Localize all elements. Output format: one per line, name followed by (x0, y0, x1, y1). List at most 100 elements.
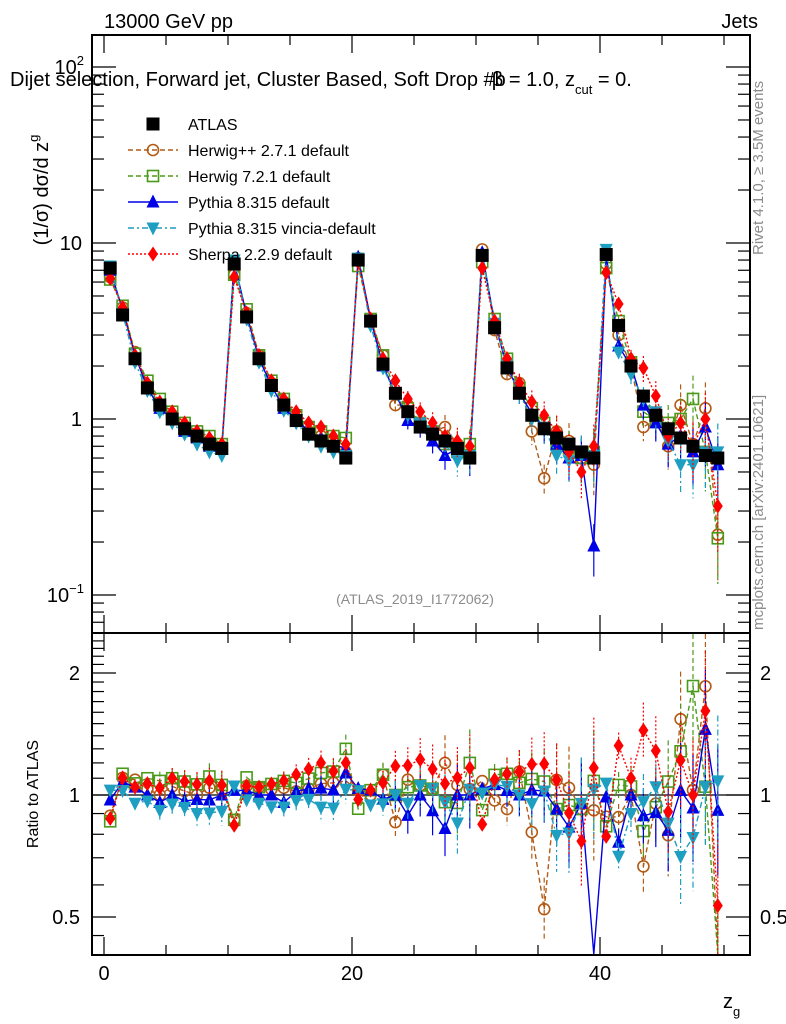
data-point-atlas (562, 437, 576, 451)
data-point-atlas (351, 253, 365, 267)
data-point-atlas (587, 451, 601, 465)
process-label: Jets (721, 11, 758, 33)
data-point-atlas (537, 422, 551, 436)
ratio-point-sherpa-2-2-9-default (192, 776, 202, 792)
data-point-atlas (103, 261, 117, 275)
ratio-point-sherpa-2-2-9-default (663, 804, 674, 820)
ratio-point-sherpa-2-2-9-default (154, 780, 165, 796)
ratio-point-pythia-8-315-vincia-default (636, 796, 650, 810)
x-tick-label: 40 (589, 963, 611, 985)
data-point-sherpa-2-2-9-default (340, 436, 351, 452)
data-point-sherpa-2-2-9-default (712, 498, 723, 514)
legend-marker-herwig-7-2-1-default (146, 169, 160, 183)
x-axis-label: zg (723, 991, 740, 1019)
ratio-point-pythia-8-315-default (314, 780, 328, 794)
data-point-atlas (128, 352, 142, 366)
ratio-point-sherpa-2-2-9-default (365, 782, 376, 798)
data-point-pythia-8-315-default (438, 448, 452, 462)
data-point-sherpa-2-2-9-default (229, 269, 240, 285)
data-point-atlas (116, 308, 130, 322)
x-axis-label-main: z (723, 991, 733, 1013)
data-point-atlas (326, 439, 340, 453)
ratio-point-pythia-8-315-vincia-default (277, 801, 291, 815)
data-point-sherpa-2-2-9-default (316, 419, 326, 435)
data-point-atlas (401, 405, 415, 419)
data-point-sherpa-2-2-9-default (303, 415, 314, 431)
series-line-sherpa-2-2-9-default (109, 261, 719, 507)
ratio-point-pythia-8-315-default (264, 787, 278, 801)
data-point-atlas (661, 422, 675, 436)
ratio-point-pythia-8-315-vincia-default (314, 801, 328, 815)
ratio-point-pythia-8-315-vincia-default (289, 794, 303, 808)
ratio-point-pythia-8-315-default (103, 792, 117, 806)
ratio-point-sherpa-2-2-9-default (464, 760, 475, 776)
data-point-atlas (314, 434, 328, 448)
data-point-atlas (698, 449, 712, 463)
legend-marker-pythia-8-315-vincia-default (146, 222, 160, 236)
ratio-point-sherpa-2-2-9-default (316, 755, 326, 771)
ratio-y-tick-label-left: 2 (69, 663, 80, 685)
ratio-point-pythia-8-315-vincia-default (649, 781, 663, 795)
ratio-point-pythia-8-315-vincia-default (116, 785, 130, 799)
ratio-point-sherpa-2-2-9-default (402, 758, 413, 774)
data-point-sherpa-2-2-9-default (539, 407, 550, 423)
data-point-pythia-8-315-default (587, 538, 601, 552)
ratio-point-pythia-8-315-vincia-default (190, 808, 204, 822)
axis-ticks (92, 35, 750, 955)
ratio-y-tick-label-right: 2 (760, 663, 771, 685)
data-point-sherpa-2-2-9-default (477, 260, 488, 276)
ratio-point-sherpa-2-2-9-default (241, 778, 252, 794)
ratio-panel-frame (91, 632, 751, 956)
data-point-pythia-8-315-default (649, 415, 663, 429)
x-tick-label: 0 (98, 963, 109, 985)
y-tick-label: 10−1 (47, 581, 84, 607)
ratio-line-herwig-7-2-1-default (109, 685, 719, 955)
series-line-pythia-8-315-default (109, 252, 719, 547)
data-point-atlas (165, 412, 179, 426)
ratio-point-pythia-8-315-vincia-default (178, 801, 192, 815)
ratio-point-pythia-8-315-vincia-default (326, 802, 340, 816)
data-point-atlas (649, 408, 663, 422)
ratio-point-sherpa-2-2-9-default (564, 805, 574, 821)
data-point-atlas (488, 321, 502, 335)
ratio-point-sherpa-2-2-9-default (551, 772, 562, 788)
ratio-point-sherpa-2-2-9-default (613, 738, 624, 754)
ratio-point-sherpa-2-2-9-default (328, 763, 339, 779)
ratio-point-pythia-8-315-default (190, 791, 204, 805)
ratio-point-herwig-7-2-1-default (686, 679, 700, 693)
data-point-atlas (190, 429, 204, 443)
ratio-point-sherpa-2-2-9-default (502, 766, 512, 782)
ratio-point-sherpa-2-2-9-default (514, 763, 525, 779)
ratio-point-sherpa-2-2-9-default (254, 779, 264, 795)
ratio-point-pythia-8-315-vincia-default (388, 789, 402, 803)
main-series-group (103, 243, 725, 584)
ratio-point-pythia-8-315-vincia-default (364, 799, 378, 813)
ratio-point-pythia-8-315-default (326, 782, 340, 796)
data-point-sherpa-2-2-9-default (675, 415, 686, 431)
ratio-point-sherpa-2-2-9-default (688, 787, 698, 803)
ratio-point-pythia-8-315-vincia-default (264, 801, 278, 815)
ratio-point-pythia-8-315-vincia-default (165, 798, 179, 812)
data-point-atlas (153, 398, 167, 412)
ratio-point-pythia-8-315-vincia-default (463, 783, 477, 797)
plot-title-end: = 0. (592, 69, 631, 91)
data-point-pythia-8-315-vincia-default (450, 455, 464, 469)
ratio-point-pythia-8-315-default (339, 765, 353, 779)
data-point-atlas (264, 379, 278, 393)
legend-label-herwig-2-7-1-default: Herwig++ 2.7.1 default (188, 143, 350, 160)
ratio-y-tick-label-left: 0.5 (52, 907, 80, 929)
ratio-point-sherpa-2-2-9-default (415, 752, 426, 768)
ratio-point-sherpa-2-2-9-default (353, 791, 364, 807)
ratio-point-pythia-8-315-vincia-default (153, 804, 167, 818)
ratio-point-herwig-2-7-1-default (525, 825, 539, 839)
ratio-point-sherpa-2-2-9-default (291, 767, 302, 783)
data-point-atlas (388, 386, 402, 400)
data-point-atlas (512, 386, 526, 400)
ratio-point-herwig-7-2-1-default (612, 778, 625, 792)
legend-marker-pythia-8-315-default (146, 194, 160, 208)
data-point-herwig-7-2-1-default (711, 531, 725, 545)
ratio-point-sherpa-2-2-9-default (167, 770, 178, 786)
data-point-pythia-8-315-vincia-default (550, 450, 564, 464)
ratio-y-tick-label-right: 1 (760, 785, 771, 807)
y-axis-label: (1/σ) dσ/d zg (26, 135, 53, 246)
